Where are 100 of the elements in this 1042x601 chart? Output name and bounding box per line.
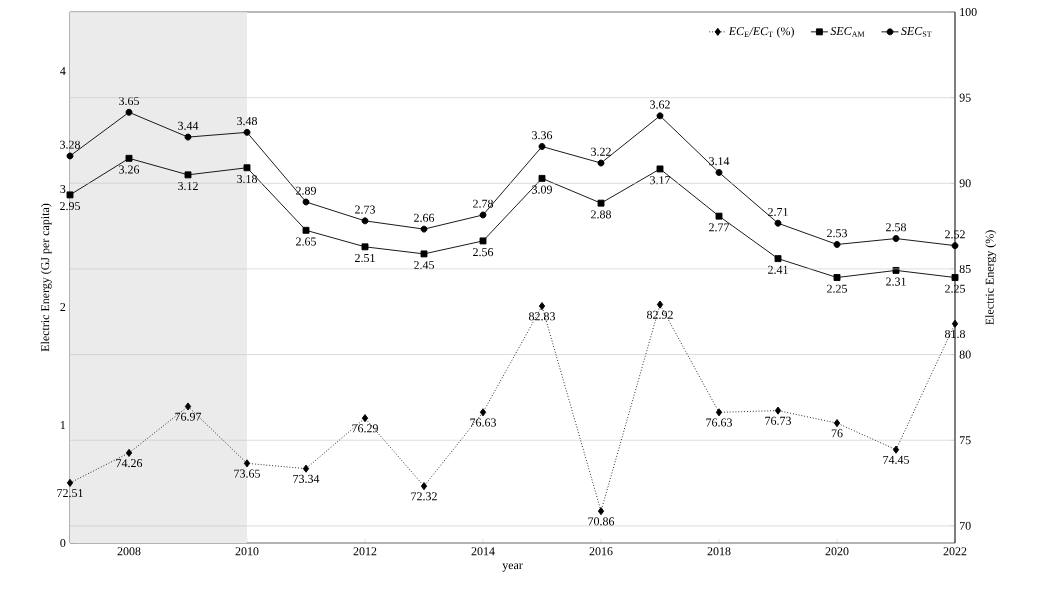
point xyxy=(243,164,251,172)
data-label: 74.26 xyxy=(116,459,143,468)
data-label: 74.45 xyxy=(883,455,909,464)
point xyxy=(892,235,900,242)
data-label: 2.56 xyxy=(473,248,494,257)
data-label: 2.71 xyxy=(768,207,788,217)
point xyxy=(479,237,487,245)
data-label: 72.32 xyxy=(411,492,437,501)
data-label: 3.09 xyxy=(532,185,552,194)
point xyxy=(656,300,664,309)
data-label: 76.73 xyxy=(765,416,791,425)
point xyxy=(302,464,310,473)
data-label: 76.97 xyxy=(175,412,202,421)
point xyxy=(66,478,74,487)
data-label: 76 xyxy=(831,429,843,438)
data-label: 3.65 xyxy=(119,97,139,106)
point xyxy=(302,226,310,234)
point xyxy=(774,255,782,263)
x-tick-label: 2020 xyxy=(825,547,849,556)
point xyxy=(302,198,310,206)
data-label: 2.95 xyxy=(60,202,80,211)
point xyxy=(420,250,428,258)
y2-tick-label: 95 xyxy=(959,93,971,102)
point xyxy=(951,274,959,281)
point xyxy=(774,406,782,415)
data-label: 3.26 xyxy=(119,165,140,174)
point xyxy=(597,507,605,516)
data-label: 76.29 xyxy=(352,424,378,433)
data-label: 2.88 xyxy=(591,210,612,219)
y-tick-label: 3 xyxy=(60,184,66,194)
point xyxy=(538,174,546,182)
data-label: 3.36 xyxy=(532,131,553,140)
point xyxy=(715,408,723,417)
point xyxy=(243,459,251,468)
y-axis-title: Electric Energy (GJ per capita) xyxy=(40,203,52,352)
data-label: 82.92 xyxy=(647,310,673,319)
x-tick-label: 2010 xyxy=(235,547,259,556)
data-label: 2.89 xyxy=(296,186,316,195)
data-label: 70.86 xyxy=(588,517,615,526)
point xyxy=(892,445,900,454)
point xyxy=(125,154,133,162)
point xyxy=(66,152,74,160)
y-tick-label: 2 xyxy=(60,303,66,311)
y2-tick-label: 75 xyxy=(959,436,971,445)
data-label: 2.25 xyxy=(945,284,966,293)
data-label: 2.73 xyxy=(355,205,375,214)
x-tick-label: 2022 xyxy=(943,547,967,556)
y2-tick-label: 85 xyxy=(959,264,971,273)
data-label: 3.12 xyxy=(178,182,198,191)
data-label: 73.65 xyxy=(234,469,260,478)
data-label: 3.48 xyxy=(237,117,257,126)
x-tick-label: 2016 xyxy=(589,547,613,556)
data-label: 2.53 xyxy=(827,229,848,238)
data-label: 3.22 xyxy=(591,147,611,156)
point xyxy=(597,199,605,207)
x-axis-title: year xyxy=(502,563,523,572)
data-label: 2.31 xyxy=(886,277,906,286)
data-label: 2.41 xyxy=(768,265,788,274)
point xyxy=(361,243,369,251)
data-label: 2.25 xyxy=(827,284,848,293)
legend-label: EC$_{E}$/EC$_{T}$ (%) xyxy=(728,26,794,38)
point xyxy=(597,159,605,167)
data-label: 2.58 xyxy=(886,223,907,232)
data-label: 76.63 xyxy=(706,418,732,427)
data-label: 81.8 xyxy=(945,329,966,339)
point xyxy=(538,302,546,311)
point xyxy=(125,108,133,116)
data-label: 72.51 xyxy=(57,489,83,498)
data-label: 3.18 xyxy=(237,174,257,184)
point xyxy=(774,219,782,227)
point xyxy=(479,211,487,219)
x-tick-label: 2018 xyxy=(707,547,731,556)
point xyxy=(66,191,74,199)
data-label: 3.17 xyxy=(650,176,671,185)
data-label: 2.78 xyxy=(473,199,493,208)
point xyxy=(125,448,133,457)
data-label: 3.28 xyxy=(60,140,80,149)
data-label: 2.66 xyxy=(414,213,435,222)
point xyxy=(538,143,546,150)
data-label: 2.77 xyxy=(709,223,730,232)
point xyxy=(184,133,192,141)
y2-axis-title: Electric Energy (%) xyxy=(985,230,997,325)
data-label: 73.34 xyxy=(293,474,320,483)
y2-tick-label: 70 xyxy=(959,521,971,530)
point xyxy=(833,241,841,248)
point xyxy=(361,414,369,423)
point xyxy=(656,165,664,173)
data-label: 2.52 xyxy=(945,230,965,239)
x-tick-label: 2008 xyxy=(117,547,141,556)
point xyxy=(833,419,841,428)
point xyxy=(420,482,428,491)
y-tick-label: 1 xyxy=(60,421,66,429)
y-tick-label: 4 xyxy=(60,67,66,75)
point xyxy=(184,171,192,179)
y-tick-label: 0 xyxy=(60,538,66,548)
y2-tick-label: 80 xyxy=(959,350,971,359)
data-label: 2.51 xyxy=(355,254,375,263)
point xyxy=(479,408,487,417)
point xyxy=(715,169,723,176)
legend-label: SEC$_{ST}$ xyxy=(901,26,932,37)
